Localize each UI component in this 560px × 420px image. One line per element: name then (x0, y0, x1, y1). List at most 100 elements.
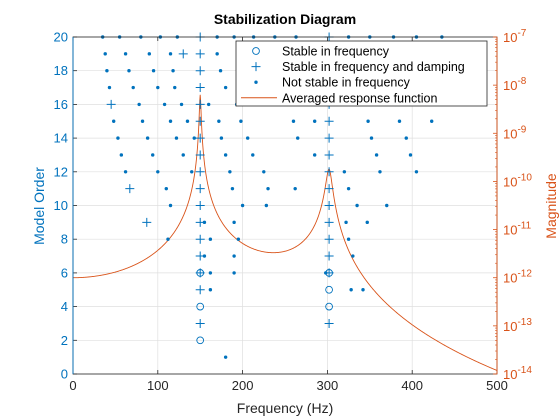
dot-point (208, 237, 213, 241)
y-tick-label: 10 (54, 198, 68, 213)
dot-point (355, 203, 359, 208)
dot-point (116, 136, 120, 140)
y-tick-label: 4 (61, 299, 68, 314)
x-axis-label: Frequency (Hz) (237, 400, 333, 416)
dot-point (219, 136, 224, 140)
x-tick-label: 400 (401, 378, 423, 393)
dot-point (245, 136, 250, 140)
dot-point (137, 102, 141, 107)
dot-point (264, 203, 269, 208)
dot-point (262, 170, 266, 174)
y2-tick-exponent: -14 (517, 365, 532, 376)
x-tick-label: 500 (486, 378, 508, 393)
y2-tick-exponent: -7 (517, 28, 526, 39)
y2-tick-label: 10-12 (503, 269, 532, 286)
plus-point (324, 184, 334, 194)
y2-tick-label: 10-11 (503, 221, 532, 238)
y2-tick-base: 10 (503, 126, 517, 141)
dot-point (232, 254, 236, 258)
dot-point (192, 136, 196, 140)
y2-tick-base: 10 (503, 271, 517, 286)
dot-point (408, 153, 413, 157)
y2-tick-label: 10-7 (503, 28, 527, 45)
dot-point (185, 119, 190, 123)
dot-point (208, 271, 213, 275)
x-tick-label: 0 (69, 378, 76, 393)
y2-axis-label: Magnitude (543, 173, 559, 239)
plus-point (195, 49, 205, 59)
axis-ticks: 0 100 200 300 400 5000246810121416182010-1410… (54, 28, 533, 393)
dot-point (374, 153, 379, 157)
dot-point (202, 254, 207, 258)
y-axis-label: Model Order (31, 167, 47, 245)
y2-tick-exponent: -10 (517, 172, 532, 183)
dot-point (240, 203, 245, 208)
dot-point (105, 69, 109, 73)
plus-point (195, 285, 205, 295)
x-tick-label: 300 (317, 378, 339, 393)
plus-point (324, 318, 334, 328)
response-function-line (73, 94, 498, 371)
dot-point (230, 186, 235, 191)
dot-point (266, 186, 270, 191)
y-tick-label: 6 (61, 265, 68, 280)
dot-point (366, 119, 370, 123)
dot-point (151, 69, 156, 73)
dot-point (228, 170, 232, 174)
dot-point (293, 186, 297, 191)
y-tick-label: 16 (54, 97, 68, 112)
dot-point (156, 170, 160, 174)
dot-point (166, 237, 170, 241)
dot-point (346, 186, 351, 191)
dot-point (127, 69, 131, 73)
y-tick-label: 0 (61, 367, 68, 382)
dot-point (179, 102, 184, 107)
dot-point (123, 52, 128, 56)
dot-point (296, 136, 300, 140)
dot-point (430, 119, 434, 123)
dot-point (174, 136, 179, 140)
legend-label: Not stable in frequency (282, 76, 411, 90)
legend-entry: Not stable in frequency (254, 76, 411, 90)
plus-point (195, 99, 205, 109)
plus-point (324, 217, 334, 227)
dot-point (168, 119, 173, 123)
y2-tick-label: 10-8 (503, 76, 527, 93)
dot-point (162, 102, 167, 107)
dot-point (173, 85, 177, 90)
dot-point (168, 52, 173, 56)
plus-point (195, 201, 205, 210)
plus-point (195, 318, 205, 328)
dot-point (208, 288, 213, 292)
dot-point (131, 85, 135, 90)
dot-point (312, 153, 317, 157)
dot-point (103, 52, 107, 56)
dot-point (223, 355, 228, 359)
dot-point (164, 186, 168, 191)
dot-point (404, 136, 408, 140)
dot-point (369, 136, 374, 140)
y2-tick-exponent: -11 (517, 221, 531, 232)
dot-point (123, 170, 128, 174)
dot-point (385, 203, 389, 208)
plus-point (195, 83, 205, 93)
dot-point (168, 203, 173, 208)
plus-point (195, 66, 205, 76)
dot-point (365, 220, 369, 225)
dot-point (217, 119, 221, 123)
y2-tick-label: 10-9 (503, 124, 527, 141)
dot-point (232, 271, 236, 275)
plus-point (324, 251, 334, 261)
dot-point (349, 288, 353, 292)
dot-point (397, 119, 402, 123)
plus-point (106, 99, 116, 109)
dot-point (239, 119, 243, 123)
legend-dot-swatch (254, 80, 258, 84)
dot-point (107, 85, 112, 90)
circle-point (325, 285, 333, 294)
legend-label: Stable in frequency and damping (282, 60, 465, 74)
dot-point (361, 288, 365, 292)
circle-point (196, 302, 205, 311)
plus-point (195, 184, 205, 194)
